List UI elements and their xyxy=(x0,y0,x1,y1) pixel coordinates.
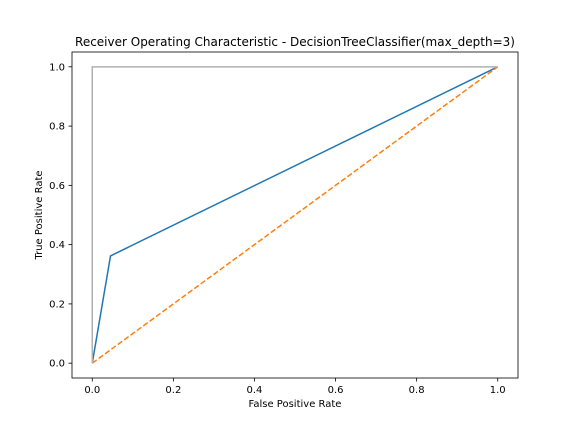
y-tick-label: 0.6 xyxy=(49,181,65,192)
chart-title: Receiver Operating Characteristic - Deci… xyxy=(75,35,515,49)
x-axis-ticks: 0.0 0.2 0.4 0.6 0.8 1.0 xyxy=(84,378,506,396)
x-tick-label: 1.0 xyxy=(490,385,506,396)
x-tick-label: 0.0 xyxy=(84,385,100,396)
series-layer xyxy=(91,66,499,364)
y-tick-label: 0.2 xyxy=(49,299,65,310)
x-tick-label: 0.4 xyxy=(247,385,263,396)
x-tick-label: 0.2 xyxy=(165,385,181,396)
y-tick-label: 0.4 xyxy=(49,240,65,251)
roc-curve-line xyxy=(91,66,499,364)
y-tick-label: 0.8 xyxy=(49,122,65,133)
y-tick-label: 0.0 xyxy=(49,359,65,370)
y-axis-label: True Positive Rate xyxy=(34,170,45,260)
x-axis-label: False Positive Rate xyxy=(249,399,342,410)
y-tick-label: 1.0 xyxy=(49,62,65,73)
perfect-classifier-line xyxy=(91,66,498,364)
y-axis-ticks: 0.0 0.2 0.4 0.6 0.8 1.0 xyxy=(49,62,72,370)
chance-diagonal-line xyxy=(91,66,499,364)
plot-frame xyxy=(71,51,519,379)
x-tick-label: 0.8 xyxy=(409,385,425,396)
x-tick-label: 0.6 xyxy=(328,385,344,396)
